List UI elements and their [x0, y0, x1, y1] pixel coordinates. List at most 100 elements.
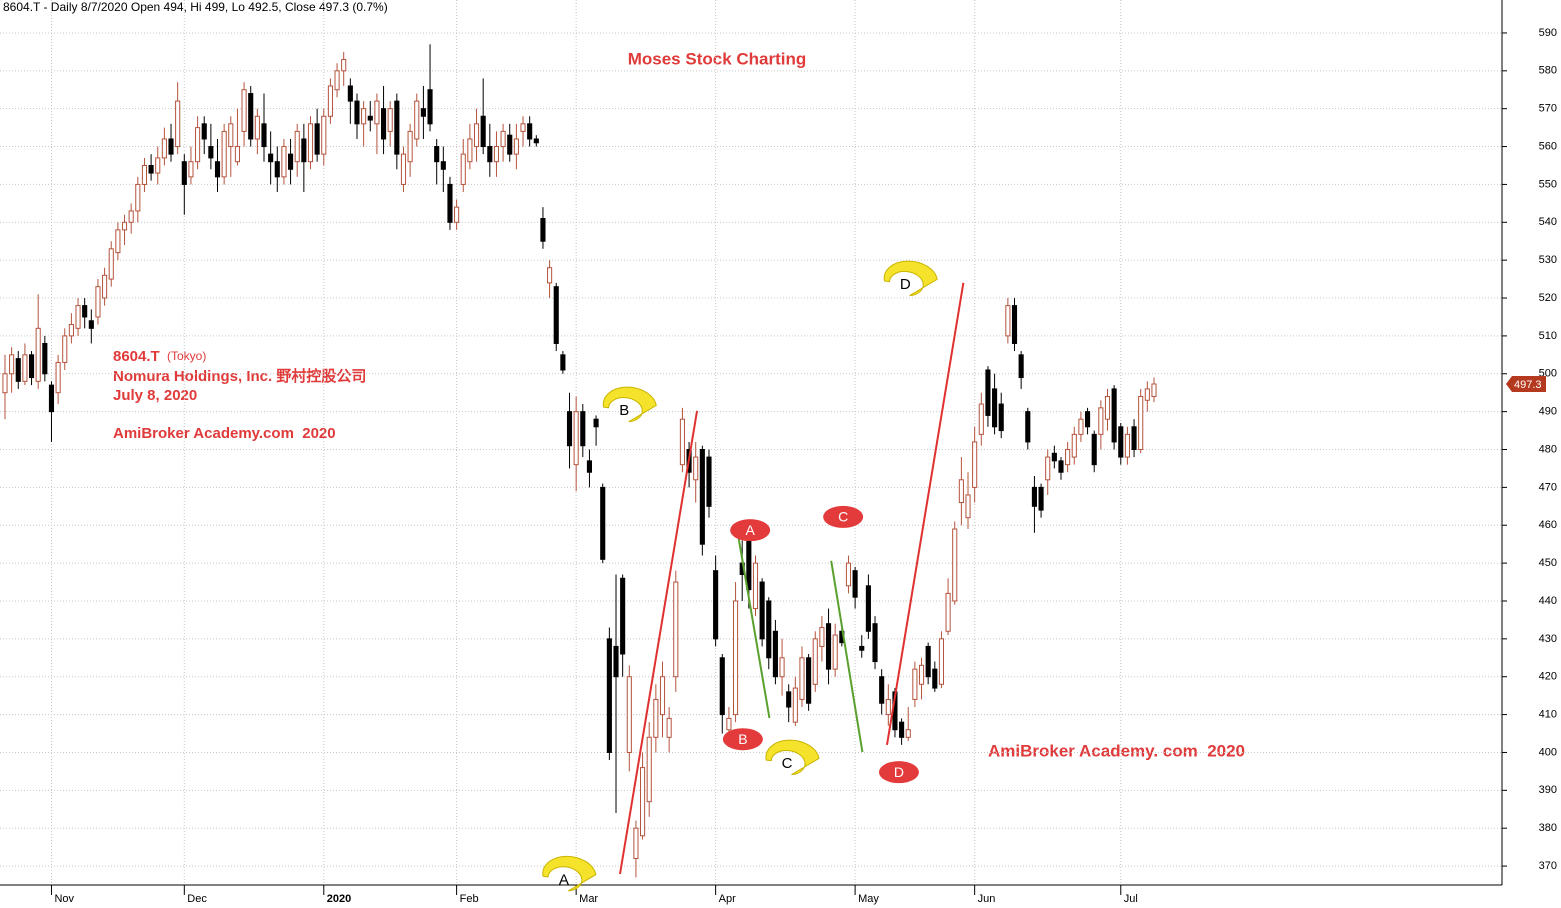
y-tick-label: 540 — [1539, 216, 1557, 228]
candle-body — [281, 146, 287, 178]
candle-body — [307, 123, 314, 163]
candle-body — [327, 85, 333, 117]
candle-body — [865, 585, 871, 632]
candle-body — [859, 645, 865, 651]
y-tick-label: 490 — [1539, 406, 1557, 418]
candle-body — [75, 305, 81, 329]
marker-label: A — [559, 871, 569, 888]
marker-oval — [878, 761, 919, 784]
candle-body — [879, 676, 885, 704]
candle-body — [620, 577, 626, 655]
candle-body — [42, 342, 48, 375]
y-tick-label: 560 — [1539, 140, 1557, 152]
candle-body — [155, 157, 161, 174]
candle-body — [48, 384, 55, 413]
candle-body — [586, 460, 593, 473]
candle-body — [334, 70, 340, 91]
candle-body — [905, 729, 911, 738]
candle-body — [1005, 305, 1011, 337]
x-tick-label: Jun — [978, 893, 996, 905]
header: 8604.T - Daily 8/7/2020 Open 494, Hi 499… — [3, 0, 388, 14]
y-tick-label: 390 — [1539, 784, 1557, 796]
candle-body — [102, 274, 108, 299]
marker-label: A — [745, 522, 755, 538]
candle-body — [1045, 456, 1051, 481]
candle-body — [181, 161, 187, 185]
candle-body — [593, 418, 599, 428]
candle-body — [294, 130, 300, 163]
chart-title: Moses Stock Charting — [628, 49, 807, 68]
marker-label: C — [838, 509, 848, 525]
candle-body — [553, 286, 559, 344]
candle-body — [600, 486, 606, 560]
candle-body — [1078, 418, 1084, 435]
candle-body — [1031, 486, 1037, 507]
candle-body — [354, 100, 360, 125]
candle-body — [394, 100, 400, 155]
candle-body — [28, 354, 35, 379]
marker-oval — [730, 519, 771, 542]
candle-body — [679, 418, 685, 466]
candle-body — [899, 721, 905, 738]
x-tick-label: Jul — [1124, 893, 1138, 905]
candle-body — [958, 479, 964, 504]
candle-body — [566, 411, 573, 447]
candle-body — [666, 717, 672, 738]
candle-body — [1018, 354, 1024, 379]
candle-body — [9, 354, 15, 375]
candle-body — [626, 676, 632, 753]
candle-body — [547, 267, 553, 284]
candle-body — [473, 123, 480, 148]
ticker: 8604.T — [113, 348, 160, 365]
marker-label: C — [782, 755, 793, 772]
y-tick-label: 550 — [1539, 178, 1557, 190]
x-tick-label: Nov — [54, 893, 74, 905]
candle-body — [434, 146, 440, 163]
candle-body — [719, 657, 725, 716]
candle-body — [1131, 426, 1137, 451]
trendline — [830, 560, 864, 753]
candle-body — [467, 138, 473, 163]
candle-body — [1151, 383, 1157, 397]
candle-body — [420, 108, 426, 117]
candle-body — [261, 123, 267, 148]
candle-body — [759, 581, 765, 640]
y-tick-label: 510 — [1539, 330, 1557, 342]
y-tick-label: 410 — [1539, 708, 1557, 720]
candle-body — [852, 570, 858, 598]
candle-body — [301, 138, 307, 163]
candle-body — [580, 411, 586, 447]
y-tick-label: 530 — [1539, 254, 1557, 266]
candle-body — [540, 218, 546, 242]
candle-body — [932, 668, 938, 689]
candle-body — [274, 161, 280, 178]
candle-body — [487, 146, 493, 163]
trendline — [886, 282, 965, 746]
candle-body — [55, 361, 61, 394]
candle-body — [693, 456, 699, 481]
candle-body — [832, 634, 838, 670]
candle-body — [1051, 452, 1057, 462]
candle-body — [885, 698, 891, 716]
candle-body — [613, 645, 619, 678]
candle-body — [407, 130, 413, 163]
candle-body — [195, 127, 201, 163]
candle-body — [945, 592, 951, 632]
candle-body — [115, 229, 121, 254]
candle-body — [560, 354, 566, 371]
candle-body — [68, 324, 74, 337]
y-tick-label: 380 — [1539, 822, 1557, 834]
candle-body — [640, 767, 646, 837]
candle-body — [806, 657, 812, 704]
candle-body — [135, 183, 141, 212]
candle-body — [825, 623, 832, 670]
last-price-label: 497.3 — [1514, 379, 1542, 391]
candle-body — [1011, 305, 1018, 344]
candle-body — [15, 358, 21, 382]
candle-body — [1124, 433, 1130, 458]
candle-body — [1138, 395, 1144, 451]
candle-body — [234, 146, 240, 163]
candle-body — [121, 221, 128, 231]
candle-body — [812, 638, 818, 685]
